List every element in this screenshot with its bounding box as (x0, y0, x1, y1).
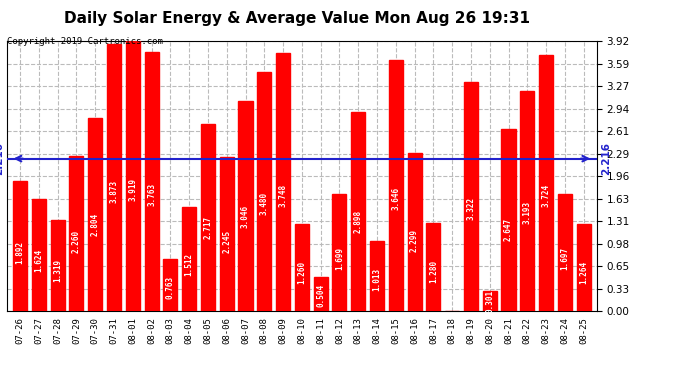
Text: 1.260: 1.260 (297, 261, 306, 284)
Text: 2.216: 2.216 (0, 142, 4, 175)
Bar (257, 72, 271, 311)
Bar (126, 41, 140, 311)
Text: Average ($): Average ($) (438, 29, 503, 39)
Bar (219, 157, 234, 311)
Text: 3.748: 3.748 (279, 183, 288, 207)
Bar (107, 45, 121, 311)
Text: 3.724: 3.724 (542, 184, 551, 207)
Text: Daily Solar Energy & Average Value Mon Aug 26 19:31: Daily Solar Energy & Average Value Mon A… (63, 11, 530, 26)
Text: 1.697: 1.697 (560, 247, 569, 270)
Text: 1.264: 1.264 (579, 261, 588, 284)
Bar (426, 223, 440, 311)
Text: 0.301: 0.301 (485, 290, 494, 314)
Text: 0.504: 0.504 (316, 284, 325, 307)
Text: 3.919: 3.919 (128, 178, 137, 201)
Text: 2.804: 2.804 (90, 213, 99, 236)
Text: 1.319: 1.319 (53, 259, 62, 282)
Bar (464, 82, 478, 311)
Bar (144, 52, 159, 311)
Text: 0.763: 0.763 (166, 276, 175, 299)
Bar (577, 224, 591, 311)
Bar (370, 242, 384, 311)
Bar (520, 92, 534, 311)
Bar (558, 194, 572, 311)
Text: Copyright 2019 Cartronics.com: Copyright 2019 Cartronics.com (7, 38, 163, 46)
Bar (276, 53, 290, 311)
Bar (88, 118, 102, 311)
Bar (408, 153, 422, 311)
Bar (351, 112, 365, 311)
Bar (13, 181, 27, 311)
Bar (239, 102, 253, 311)
Text: 2.299: 2.299 (410, 228, 419, 252)
Bar (50, 220, 65, 311)
Bar (164, 259, 177, 311)
Bar (182, 207, 196, 311)
Text: 1.512: 1.512 (185, 253, 194, 276)
Text: 2.717: 2.717 (204, 216, 213, 238)
Text: 3.873: 3.873 (110, 180, 119, 203)
Text: 3.322: 3.322 (466, 197, 475, 220)
Text: 1.892: 1.892 (16, 241, 25, 264)
Bar (539, 55, 553, 311)
Bar (314, 276, 328, 311)
Text: 2.245: 2.245 (222, 230, 231, 253)
Bar (502, 129, 515, 311)
Text: 1.699: 1.699 (335, 247, 344, 270)
Bar (70, 156, 83, 311)
Bar (32, 200, 46, 311)
Text: 3.646: 3.646 (391, 187, 400, 210)
Text: 2.647: 2.647 (504, 217, 513, 241)
Bar (201, 124, 215, 311)
Text: 1.624: 1.624 (34, 249, 43, 273)
Bar (333, 194, 346, 311)
Text: 3.193: 3.193 (523, 201, 532, 224)
Text: Daily  ($): Daily ($) (520, 29, 579, 39)
Bar (483, 291, 497, 311)
Bar (388, 60, 403, 311)
Text: 1.013: 1.013 (373, 268, 382, 291)
Text: 2.898: 2.898 (354, 210, 363, 233)
Text: 3.480: 3.480 (260, 192, 269, 215)
Text: 2.216: 2.216 (602, 142, 611, 175)
Text: 1.280: 1.280 (429, 260, 438, 283)
Bar (295, 225, 309, 311)
Text: 3.046: 3.046 (241, 205, 250, 228)
Text: 2.260: 2.260 (72, 230, 81, 253)
Text: 3.763: 3.763 (147, 183, 156, 206)
